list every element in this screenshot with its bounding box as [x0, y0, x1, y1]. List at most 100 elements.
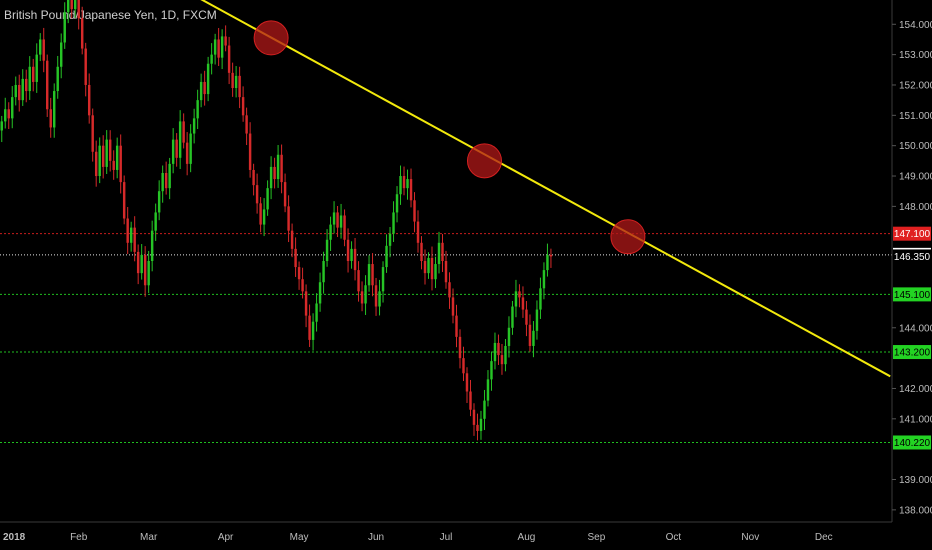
- candle: [154, 203, 157, 241]
- candle: [476, 413, 479, 441]
- candle-body: [287, 206, 290, 231]
- candle-body: [315, 303, 318, 322]
- candle: [458, 329, 462, 369]
- candle-body: [28, 66, 31, 92]
- candle-body: [385, 245, 388, 268]
- candle-body: [549, 254, 553, 257]
- price-tag-text: 145.100: [894, 290, 931, 301]
- candle-body: [231, 72, 234, 89]
- candle-body: [469, 391, 472, 410]
- price-tag-bg: [893, 249, 931, 264]
- candle-body: [441, 242, 444, 261]
- y-tick-label: 141.000: [899, 414, 932, 425]
- price-tag-current: 146.350: [893, 249, 931, 264]
- candle: [500, 343, 504, 375]
- candle: [532, 321, 535, 358]
- candle-body: [332, 212, 336, 225]
- candle-body: [210, 54, 213, 64]
- candle: [371, 253, 374, 297]
- candle: [18, 74, 21, 112]
- candle-body: [255, 185, 259, 204]
- candle: [434, 256, 437, 289]
- candle: [196, 89, 199, 130]
- time-axis: 2018 Feb Mar Apr May Jun Jul Aug Sep Oct Nov Dec: [3, 532, 833, 543]
- candle-body: [175, 139, 178, 158]
- candle: [248, 122, 252, 178]
- candle-body: [451, 297, 455, 316]
- candle-body: [49, 109, 52, 128]
- candle: [392, 201, 395, 242]
- candle-body: [339, 215, 343, 228]
- y-tick-label: 148.000: [899, 202, 932, 213]
- candle: [381, 261, 385, 303]
- touch-circle: [466, 143, 502, 179]
- candle: [143, 246, 147, 297]
- candle-body: [18, 84, 21, 101]
- candle-body: [490, 361, 493, 380]
- price-tag-bg: [893, 226, 931, 241]
- candle-body: [535, 309, 539, 331]
- candle-body: [168, 163, 171, 189]
- candle: [185, 132, 189, 176]
- candle-body: [402, 176, 406, 189]
- candle-body: [542, 270, 546, 289]
- candle: [549, 248, 553, 268]
- candle-body: [266, 188, 269, 210]
- candle: [157, 180, 161, 221]
- candle-body: [227, 45, 231, 73]
- candle: [276, 145, 280, 188]
- candle-body: [234, 75, 238, 89]
- price-tag-bg: [893, 435, 931, 450]
- candle: [269, 156, 273, 200]
- candle-body: [70, 0, 73, 10]
- candle-body: [143, 254, 147, 286]
- candle-body: [301, 279, 304, 292]
- candle: [4, 97, 7, 129]
- candle-body: [290, 230, 294, 249]
- candle: [497, 334, 500, 365]
- candle: [122, 175, 126, 225]
- candle: [343, 209, 346, 247]
- candle-body: [182, 121, 185, 143]
- y-tick-label: 152.000: [899, 80, 932, 91]
- candle: [241, 86, 245, 122]
- candle: [413, 192, 416, 233]
- candle-body: [420, 242, 423, 261]
- x-tick-label: Feb: [70, 532, 88, 543]
- candle-body: [532, 330, 535, 346]
- candle-body: [59, 42, 63, 67]
- candle: [469, 379, 472, 417]
- candle: [318, 272, 322, 312]
- candle-body: [486, 379, 490, 401]
- candle: [378, 279, 381, 316]
- candle-body: [395, 194, 399, 213]
- candle-body: [511, 306, 514, 328]
- y-tick-label: 144.000: [899, 323, 932, 334]
- candle-body: [91, 115, 94, 152]
- candle: [465, 367, 469, 403]
- x-tick-label: Apr: [218, 532, 234, 543]
- candle-body: [164, 172, 168, 189]
- candle-body: [4, 109, 7, 122]
- candle: [388, 226, 392, 258]
- x-tick-label: Aug: [518, 532, 536, 543]
- candle-body: [521, 297, 525, 310]
- candle-body: [185, 142, 189, 164]
- candle-body: [308, 315, 311, 340]
- candle: [147, 250, 150, 293]
- candle: [511, 300, 514, 335]
- candle: [539, 277, 542, 319]
- candle-body: [220, 36, 224, 58]
- price-tag-support: 140.220: [893, 435, 931, 450]
- candle: [266, 180, 269, 216]
- candle: [297, 261, 301, 290]
- candle: [206, 56, 210, 102]
- x-tick-label: Jun: [368, 532, 384, 543]
- candle: [430, 246, 434, 291]
- candles: [0, 0, 553, 441]
- candle: [441, 234, 444, 272]
- candle: [395, 186, 399, 223]
- candle: [56, 55, 59, 99]
- candle: [455, 304, 458, 348]
